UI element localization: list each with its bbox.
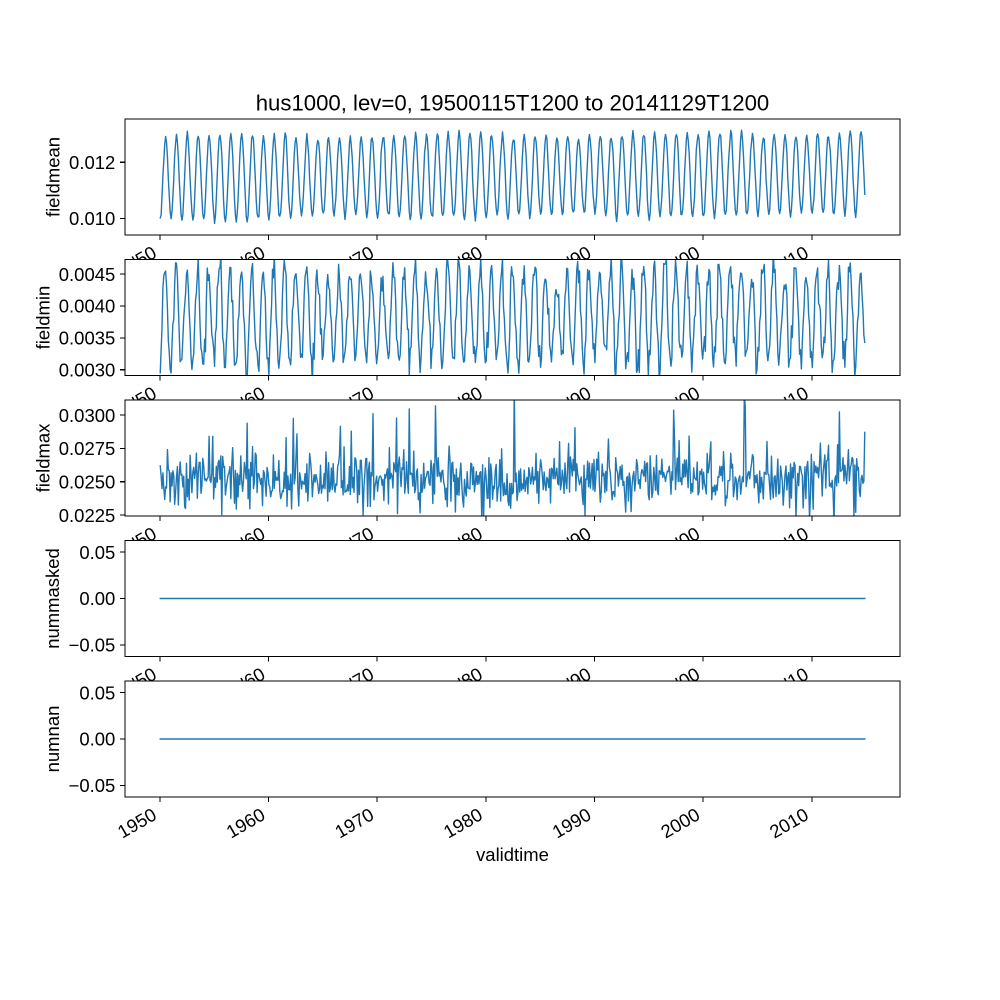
- svg-text:0.05: 0.05: [79, 682, 115, 703]
- svg-text:0.05: 0.05: [79, 542, 115, 563]
- svg-text:hus1000, lev=0, 19500115T1200: hus1000, lev=0, 19500115T1200 to 2014112…: [256, 91, 770, 116]
- svg-text:−0.05: −0.05: [69, 635, 116, 656]
- svg-text:fieldmean: fieldmean: [43, 137, 64, 217]
- svg-text:validtime: validtime: [476, 844, 549, 865]
- svg-text:0.0225: 0.0225: [59, 505, 116, 526]
- svg-text:0.0045: 0.0045: [59, 264, 116, 285]
- svg-text:numnan: numnan: [42, 706, 63, 773]
- svg-text:0.0040: 0.0040: [59, 296, 116, 317]
- svg-text:fieldmin: fieldmin: [32, 286, 53, 350]
- svg-text:0.00: 0.00: [79, 588, 115, 609]
- svg-text:0.0300: 0.0300: [59, 405, 116, 426]
- svg-text:0.010: 0.010: [69, 208, 115, 229]
- svg-text:nummasked: nummasked: [42, 548, 63, 649]
- svg-text:fieldmax: fieldmax: [32, 423, 53, 493]
- svg-text:−0.05: −0.05: [69, 775, 116, 796]
- svg-text:0.0035: 0.0035: [59, 328, 116, 349]
- svg-text:0.0030: 0.0030: [59, 359, 116, 380]
- svg-text:0.0275: 0.0275: [59, 438, 116, 459]
- svg-text:0.012: 0.012: [69, 152, 115, 173]
- svg-text:0.0250: 0.0250: [59, 471, 116, 492]
- svg-text:0.00: 0.00: [79, 729, 115, 750]
